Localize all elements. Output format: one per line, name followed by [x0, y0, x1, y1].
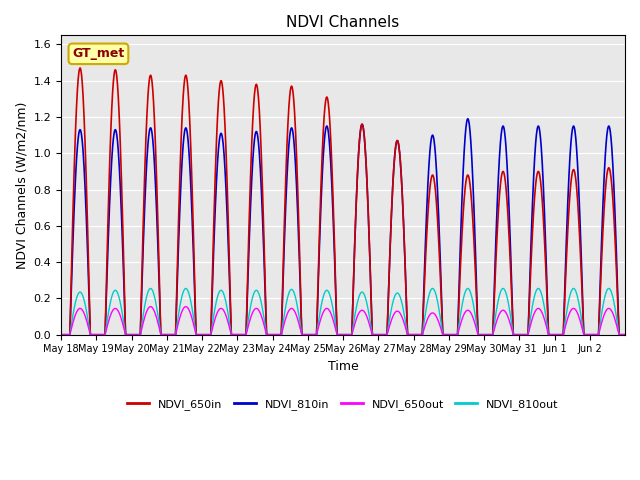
NDVI_650out [502, 311, 510, 316]
NDVI_810out [105, 308, 113, 314]
NDVI_650out [621, 332, 629, 337]
NDVI_810out [445, 332, 453, 337]
NDVI_810in [337, 332, 345, 337]
NDVI_650in [148, 77, 156, 83]
Line: NDVI_650out: NDVI_650out [61, 307, 625, 335]
NDVI_650in [57, 332, 65, 337]
NDVI_810out [337, 332, 345, 337]
NDVI_650out [337, 332, 345, 337]
Y-axis label: NDVI Channels (W/m2/nm): NDVI Channels (W/m2/nm) [15, 101, 28, 269]
NDVI_650in [445, 332, 453, 337]
NDVI_810out [57, 332, 65, 337]
Line: NDVI_650in: NDVI_650in [61, 68, 625, 335]
Line: NDVI_810in: NDVI_810in [61, 119, 625, 335]
NDVI_810out [148, 287, 156, 292]
NDVI_650out [105, 318, 113, 324]
Legend: NDVI_650in, NDVI_810in, NDVI_650out, NDVI_810out: NDVI_650in, NDVI_810in, NDVI_650out, NDV… [123, 394, 563, 414]
NDVI_810out [621, 332, 629, 337]
NDVI_650out [242, 332, 250, 337]
NDVI_650in [242, 332, 250, 337]
NDVI_650in [337, 332, 345, 337]
NDVI_810in [57, 332, 65, 337]
NDVI_810in [621, 332, 629, 337]
NDVI_650out [147, 304, 154, 310]
Text: GT_met: GT_met [72, 48, 125, 60]
NDVI_810out [147, 286, 154, 291]
NDVI_650in [502, 192, 510, 197]
NDVI_810in [445, 332, 452, 337]
NDVI_810in [464, 116, 472, 122]
NDVI_650out [57, 332, 65, 337]
NDVI_810in [502, 153, 510, 158]
NDVI_810out [502, 292, 510, 298]
NDVI_650in [621, 332, 629, 337]
NDVI_810in [148, 128, 156, 133]
NDVI_650out [148, 304, 156, 310]
NDVI_810out [242, 332, 250, 337]
Line: NDVI_810out: NDVI_810out [61, 288, 625, 335]
X-axis label: Time: Time [328, 360, 358, 373]
NDVI_650in [105, 182, 113, 188]
Title: NDVI Channels: NDVI Channels [286, 15, 399, 30]
NDVI_650out [445, 332, 453, 337]
NDVI_810in [105, 222, 113, 228]
NDVI_650in [76, 65, 84, 71]
NDVI_810in [241, 332, 249, 337]
